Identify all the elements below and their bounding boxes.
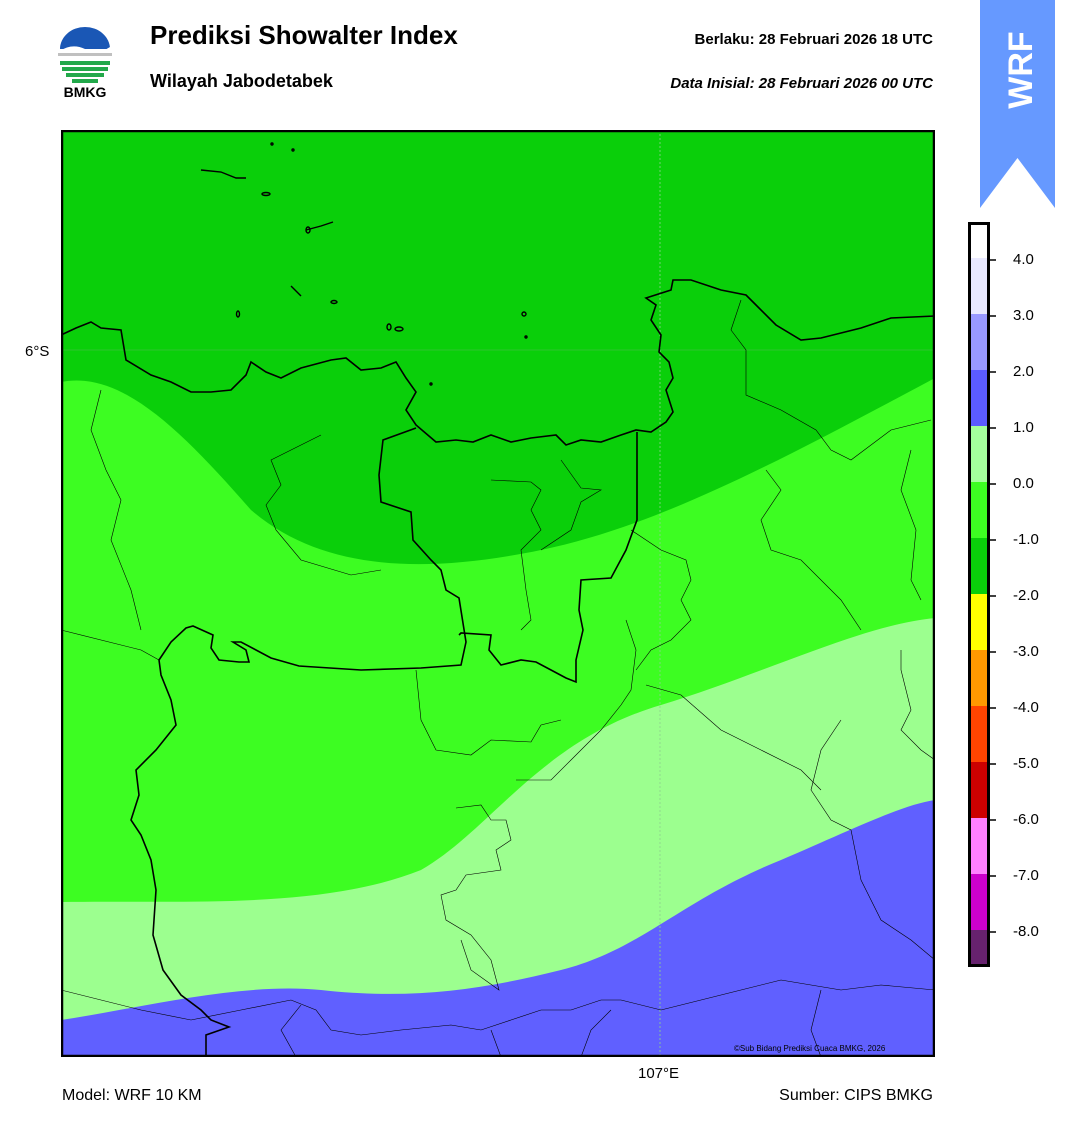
- district-boundaries: [61, 299, 935, 1057]
- copyright-text: ©Sub Bidang Prediksi Cuaca BMKG, 2026: [734, 1044, 886, 1053]
- colorbar-segment: [971, 650, 987, 706]
- latitude-label: 6°S: [25, 343, 50, 360]
- colorbar-segment: [971, 258, 987, 314]
- wrf-banner: WRF: [980, 0, 1055, 208]
- colorbar-segment: [971, 538, 987, 594]
- longitude-label: 107°E: [638, 1065, 680, 1082]
- model-label: Model: WRF 10 KM: [62, 1087, 202, 1104]
- colorbar-tick-label: 4.0: [1013, 251, 1034, 268]
- coastline: [61, 279, 935, 446]
- colorbar-segment: [971, 594, 987, 650]
- colorbar-frame: [968, 222, 990, 967]
- colorbar-segment: [971, 314, 987, 370]
- colorbar-tick-label: -8.0: [1013, 923, 1039, 940]
- init-time: Data Inisial: 28 Februari 2026 00 UTC: [670, 75, 933, 92]
- colorbar-tick-label: -1.0: [1013, 531, 1039, 548]
- colorbar-ticks: [989, 259, 996, 933]
- page-subtitle: Wilayah Jabodetabek: [150, 71, 333, 91]
- colorbar-tick-label: 0.0: [1013, 475, 1034, 492]
- colorbar-tick-label: -2.0: [1013, 587, 1039, 604]
- page-title: Prediksi Showalter Index: [150, 20, 458, 50]
- colorbar-segment: [971, 762, 987, 818]
- source-label: Sumber: CIPS BMKG: [779, 1087, 933, 1104]
- colorbar-segments: [971, 225, 987, 965]
- band-blue: [61, 800, 935, 1057]
- colorbar-segment: [971, 426, 987, 482]
- colorbar-tick-label: 2.0: [1013, 363, 1034, 380]
- map-frame: [61, 130, 935, 1057]
- colorbar: [968, 222, 996, 967]
- colorbar-segment: [971, 930, 987, 965]
- province-boundary-east: [458, 432, 638, 684]
- colorbar-tick-label: 3.0: [1013, 307, 1034, 324]
- valid-time: Berlaku: 28 Februari 2026 18 UTC: [694, 31, 933, 48]
- colorbar-tick-label: -7.0: [1013, 867, 1039, 884]
- logo-text: BMKG: [63, 84, 107, 100]
- colorbar-segment: [971, 706, 987, 762]
- province-boundary: [130, 427, 467, 1057]
- colorbar-segment: [971, 818, 987, 874]
- colorbar-segment: [971, 874, 987, 930]
- map: [61, 130, 935, 1057]
- colorbar-tick-label: -3.0: [1013, 643, 1039, 660]
- colorbar-tick-label: -4.0: [1013, 699, 1039, 716]
- thousand-islands: [200, 142, 528, 386]
- colorbar-segment: [971, 482, 987, 538]
- colorbar-segment-top: [971, 225, 987, 258]
- colorbar-segment: [971, 370, 987, 426]
- colorbar-tick-label: 1.0: [1013, 419, 1034, 436]
- wrf-banner-text: WRF: [1002, 31, 1040, 108]
- colorbar-tick-label: -5.0: [1013, 755, 1039, 772]
- colorbar-tick-label: -6.0: [1013, 811, 1039, 828]
- bmkg-logo-icon: [58, 27, 112, 83]
